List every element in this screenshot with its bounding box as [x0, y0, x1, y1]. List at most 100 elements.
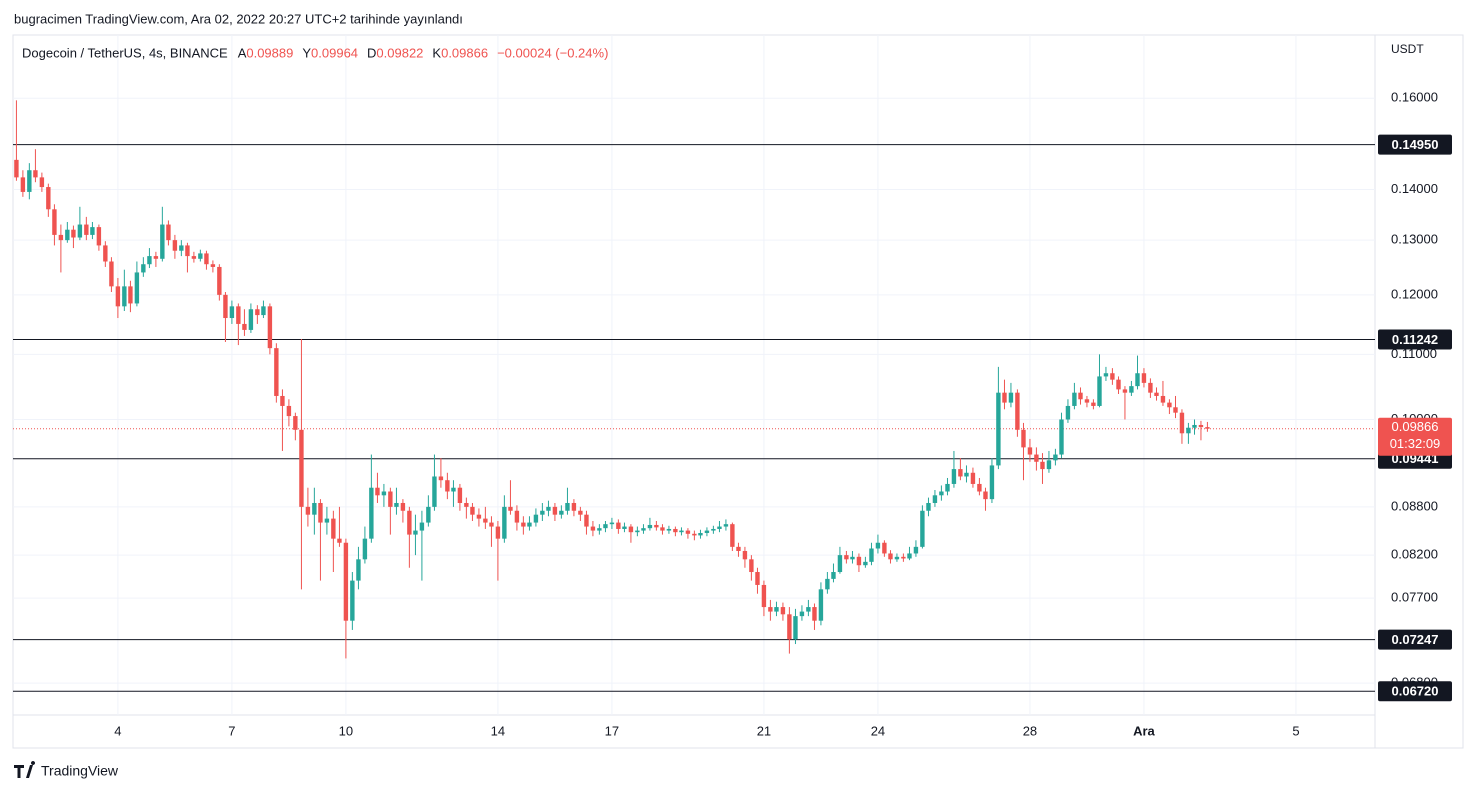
candle-body: [806, 607, 811, 612]
candle-body: [907, 553, 912, 559]
candle-body: [622, 526, 627, 529]
candle-body: [109, 261, 114, 287]
candle-body: [812, 607, 817, 621]
candle-body: [248, 309, 254, 330]
candle-body: [1122, 389, 1128, 393]
candle-body: [77, 224, 83, 238]
x-tick-label: 4: [114, 723, 121, 738]
candle-body: [337, 538, 342, 543]
candle-body: [27, 170, 32, 192]
candle-body: [331, 518, 336, 539]
candle-body: [229, 306, 235, 319]
x-tick-label: Ara: [1133, 723, 1155, 738]
candle-body: [1173, 407, 1178, 413]
candle-body: [451, 487, 456, 492]
candle-body: [1008, 392, 1014, 403]
candle-body: [280, 395, 285, 406]
candle-body: [977, 483, 982, 492]
candle-body: [426, 506, 431, 523]
candle-body: [641, 528, 646, 531]
candle-body: [698, 532, 703, 536]
candle-body: [58, 234, 64, 241]
y-tick-label: 0.11000: [1391, 346, 1437, 361]
brand-name: TradingView: [41, 763, 119, 779]
candle-body: [1021, 429, 1026, 448]
candle-body: [381, 491, 387, 496]
x-tick-label: 24: [871, 723, 885, 738]
candle-body: [122, 286, 127, 307]
candles: [14, 100, 1210, 659]
candle-body: [901, 556, 906, 559]
candle-body: [825, 578, 830, 590]
candle-body: [749, 559, 754, 573]
candle-body: [84, 224, 89, 235]
candle-body: [1186, 427, 1191, 434]
candle-body: [920, 510, 925, 547]
candle-body: [1034, 454, 1039, 462]
candle-body: [191, 256, 197, 259]
candle-body: [324, 518, 330, 523]
y-tick-label: 0.08800: [1391, 498, 1438, 513]
chart-frame: [12, 34, 1464, 749]
x-tick-label: 17: [605, 723, 619, 738]
candle-body: [964, 472, 969, 477]
candle-body: [799, 611, 805, 617]
candle-body: [571, 502, 577, 511]
ohlc-label: Y: [302, 45, 311, 60]
candle-body: [470, 506, 475, 515]
candle-body: [1103, 373, 1109, 377]
candle-body: [666, 528, 672, 531]
candle-body: [153, 256, 159, 259]
grid: [13, 35, 1375, 715]
ohlc-label: D: [367, 45, 376, 60]
x-tick-label: 7: [228, 723, 235, 738]
candle-body: [1053, 454, 1058, 461]
candle-body: [419, 522, 425, 531]
candle-body: [869, 548, 874, 562]
candle-body: [204, 253, 209, 265]
candle-body: [198, 253, 203, 259]
candle-body: [185, 245, 190, 257]
candle-body: [103, 245, 108, 262]
candle-body: [1141, 373, 1147, 383]
candle-body: [983, 491, 988, 500]
candle-body: [844, 555, 849, 560]
candle-body: [875, 542, 881, 549]
candle-body: [736, 546, 741, 551]
x-tick-label: 14: [491, 723, 505, 738]
candle-body: [590, 526, 596, 531]
candle-body: [856, 556, 862, 566]
candle-body: [267, 306, 273, 349]
candle-body: [1167, 402, 1172, 408]
candle-body: [932, 495, 938, 503]
candle-body: [115, 286, 121, 307]
candle-body: [1015, 392, 1020, 430]
candle-body: [970, 472, 976, 484]
candle-body: [1046, 460, 1052, 470]
candle-body: [578, 510, 583, 515]
candle-body: [654, 524, 659, 528]
ohlc-label: K: [432, 45, 441, 60]
candle-body: [780, 607, 786, 615]
y-tick-label: 0.12000: [1391, 286, 1438, 301]
candle-body: [521, 522, 526, 527]
candle-body: [438, 476, 444, 481]
candle-body: [39, 177, 45, 188]
candle-body: [261, 306, 266, 316]
candle-body: [787, 614, 792, 640]
candle-body: [400, 502, 406, 511]
candle-body: [96, 227, 102, 246]
price-label: 0.09866: [1392, 419, 1439, 434]
y-tick-label: 0.08200: [1391, 547, 1438, 562]
candle-body: [1192, 424, 1197, 428]
candle-body: [1097, 376, 1102, 406]
level-label-box: [1378, 134, 1452, 155]
level-label: 0.07247: [1392, 632, 1439, 647]
ohlc-value: 0.09866: [441, 45, 488, 60]
candle-body: [286, 405, 292, 417]
candle-body: [274, 348, 279, 396]
price-countdown: 01:32:09: [1390, 436, 1441, 451]
candle-body: [312, 502, 317, 515]
candle-body: [305, 506, 311, 515]
